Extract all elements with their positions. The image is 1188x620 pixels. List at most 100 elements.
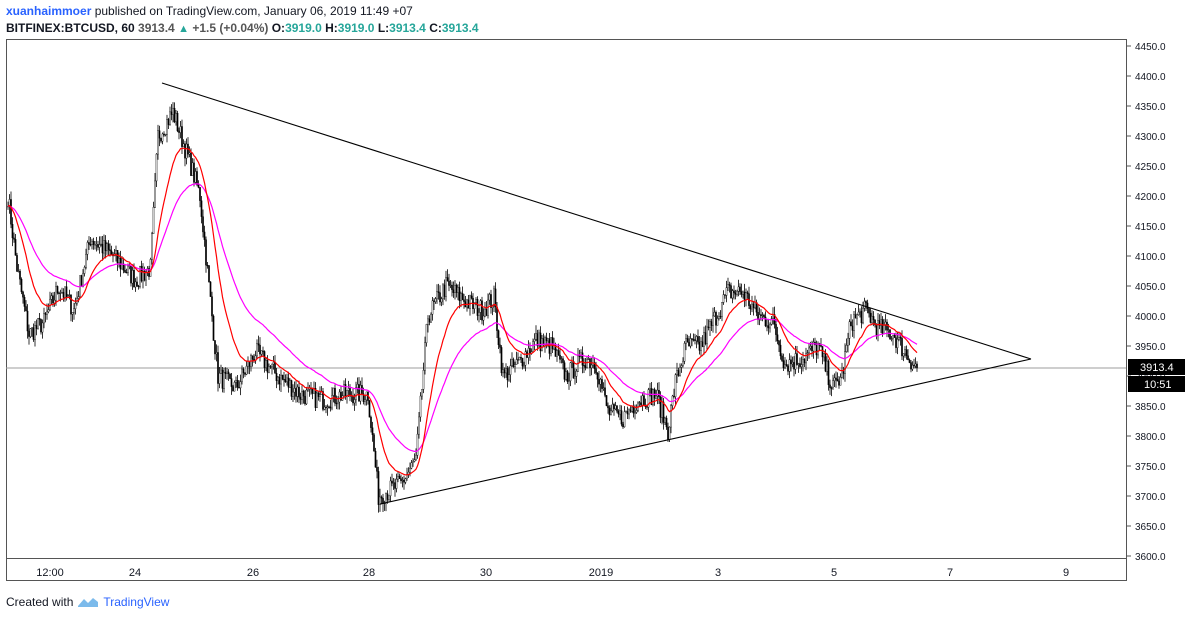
candle [578, 349, 581, 363]
candle [748, 286, 750, 309]
candle [842, 366, 845, 380]
candle [722, 290, 725, 305]
price-tick-label: 3950.0 [1135, 342, 1166, 353]
candle [610, 404, 612, 416]
candle [131, 266, 134, 290]
candle [379, 488, 381, 512]
candle [316, 391, 318, 408]
candle [506, 366, 509, 388]
candle [10, 191, 12, 229]
candle [890, 335, 893, 342]
high-value: 3919.0 [337, 21, 375, 35]
candle [641, 392, 644, 412]
candle [487, 293, 489, 319]
candle [107, 240, 110, 257]
lower-trendline[interactable] [379, 358, 1032, 505]
candle [400, 474, 402, 484]
candle [728, 281, 731, 293]
candle [860, 306, 863, 329]
candle [145, 268, 147, 286]
candle [761, 312, 764, 322]
candle [221, 366, 224, 393]
candle [712, 307, 714, 333]
candle [509, 358, 512, 383]
candle [388, 495, 390, 502]
tradingview-logo-icon[interactable] [77, 596, 99, 608]
candle [446, 269, 449, 282]
candle [412, 458, 414, 467]
author-link[interactable]: xuanhaimmoer [6, 4, 92, 18]
candle [914, 357, 917, 369]
time-tick-label: 28 [363, 567, 375, 579]
candle [205, 236, 207, 273]
candle [295, 381, 297, 403]
candle [209, 281, 212, 297]
candle [503, 367, 506, 379]
candle [130, 265, 132, 287]
candle [500, 345, 503, 376]
candle [244, 372, 246, 377]
candle [322, 387, 324, 412]
candle [863, 297, 866, 312]
candle [200, 196, 203, 224]
candle [262, 346, 264, 356]
candle [157, 124, 159, 160]
upper-trendline[interactable] [161, 82, 1032, 360]
candle [710, 318, 713, 332]
candle [31, 327, 33, 337]
tradingview-brand-link[interactable]: TradingView [103, 595, 170, 609]
time-tick-label: 2019 [589, 567, 613, 579]
candle [20, 277, 23, 295]
candle [740, 283, 743, 298]
candle [404, 477, 407, 485]
candle [263, 350, 266, 373]
candle [232, 384, 234, 392]
candle [82, 269, 84, 288]
candle [904, 346, 906, 358]
candle [223, 367, 225, 393]
candle [380, 495, 383, 505]
time-tick-label: 26 [247, 567, 259, 579]
candle [704, 325, 707, 346]
candle [886, 319, 888, 338]
candle [143, 266, 146, 282]
candle [692, 333, 695, 342]
price-tick-label: 3800.0 [1135, 432, 1166, 443]
candle [625, 410, 627, 413]
candle [394, 478, 396, 497]
candle [505, 363, 507, 378]
candle [8, 194, 11, 214]
candle [281, 374, 284, 381]
candle [680, 363, 683, 373]
candle [778, 339, 780, 352]
candle [565, 368, 567, 381]
candle [445, 270, 447, 302]
candle [835, 371, 837, 388]
candle [86, 240, 89, 261]
candle [868, 307, 870, 318]
price-axis[interactable]: 3600.03650.03700.03750.03800.03850.03900… [1126, 42, 1166, 563]
candle [730, 282, 732, 299]
candle [278, 374, 281, 391]
candle [22, 290, 24, 304]
candle [773, 306, 776, 329]
candle [326, 404, 329, 416]
candle [605, 395, 608, 407]
candle [308, 384, 311, 397]
low-value: 3913.4 [389, 21, 426, 35]
candle [574, 368, 576, 385]
price-tick-label: 4050.0 [1135, 282, 1166, 293]
candle [236, 375, 239, 391]
candle [613, 402, 615, 416]
candle [434, 296, 437, 304]
symbol-label: BITFINEX:BTCUSD, 60 [6, 21, 135, 35]
candle [908, 358, 911, 364]
candle [772, 307, 774, 325]
candle [484, 301, 486, 318]
price-tick-label: 4000.0 [1135, 312, 1166, 323]
candle [73, 302, 75, 320]
candle [784, 357, 786, 370]
candle [305, 386, 308, 406]
time-axis[interactable]: 12:00 24 26 28 30 2019 3 5 7 9 [36, 567, 1069, 579]
